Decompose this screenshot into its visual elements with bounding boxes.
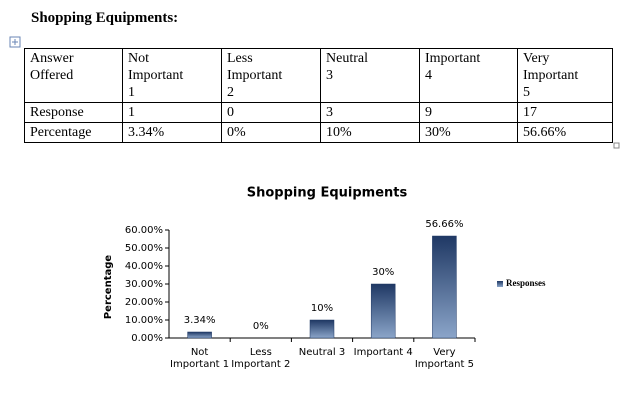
table-cell: Less Important 2 bbox=[221, 48, 321, 103]
table-cell: 3.34% bbox=[122, 122, 222, 143]
value-label: 0% bbox=[253, 321, 269, 332]
y-tick-label: 20.00% bbox=[125, 297, 163, 308]
table-cell: Percentage bbox=[24, 122, 123, 143]
chart-title: Shopping Equipments bbox=[247, 186, 408, 201]
y-tick-label: 60.00% bbox=[125, 225, 163, 236]
bar bbox=[309, 319, 335, 339]
value-label: 30% bbox=[372, 267, 394, 278]
value-label: 10% bbox=[311, 303, 333, 314]
x-tick-label: Not Important 1 bbox=[170, 347, 230, 370]
x-tick-label: Important 4 bbox=[353, 347, 413, 358]
table-cell: 10% bbox=[320, 122, 420, 143]
value-label: 3.34% bbox=[184, 315, 216, 326]
legend-label: Responses bbox=[506, 278, 546, 288]
table-cell: 30% bbox=[419, 122, 518, 143]
bar bbox=[187, 331, 212, 339]
y-tick-label: 10.00% bbox=[125, 315, 163, 326]
table-cell: Answer Offered bbox=[24, 48, 123, 103]
table-cell: 0% bbox=[221, 122, 321, 143]
data-table: Answer Offered Not Important 1 Less Import… bbox=[24, 48, 613, 143]
bar bbox=[370, 283, 396, 339]
y-tick-label: 0.00% bbox=[131, 333, 163, 344]
y-tick-label: 30.00% bbox=[125, 279, 163, 290]
x-tick-label: Less Important 2 bbox=[231, 347, 291, 370]
y-tick-label: 50.00% bbox=[125, 243, 163, 254]
y-tick-label: 40.00% bbox=[125, 261, 163, 272]
value-label: 56.66% bbox=[425, 219, 463, 230]
table-cell: Important 4 bbox=[419, 48, 518, 103]
move-icon bbox=[12, 39, 18, 45]
section-title: Shopping Equipments: bbox=[31, 10, 179, 26]
x-tick-label: Neutral 3 bbox=[298, 347, 346, 358]
y-axis-label: Percentage bbox=[103, 255, 114, 320]
bar bbox=[432, 235, 457, 339]
legend-swatch bbox=[497, 281, 503, 287]
x-tick-label: Very Important 5 bbox=[414, 347, 474, 370]
table-row: Percentage 3.34% 0% 10% 30% 56.66% bbox=[24, 122, 613, 143]
table-cell: 56.66% bbox=[517, 122, 613, 143]
resize-handle[interactable] bbox=[613, 142, 620, 149]
